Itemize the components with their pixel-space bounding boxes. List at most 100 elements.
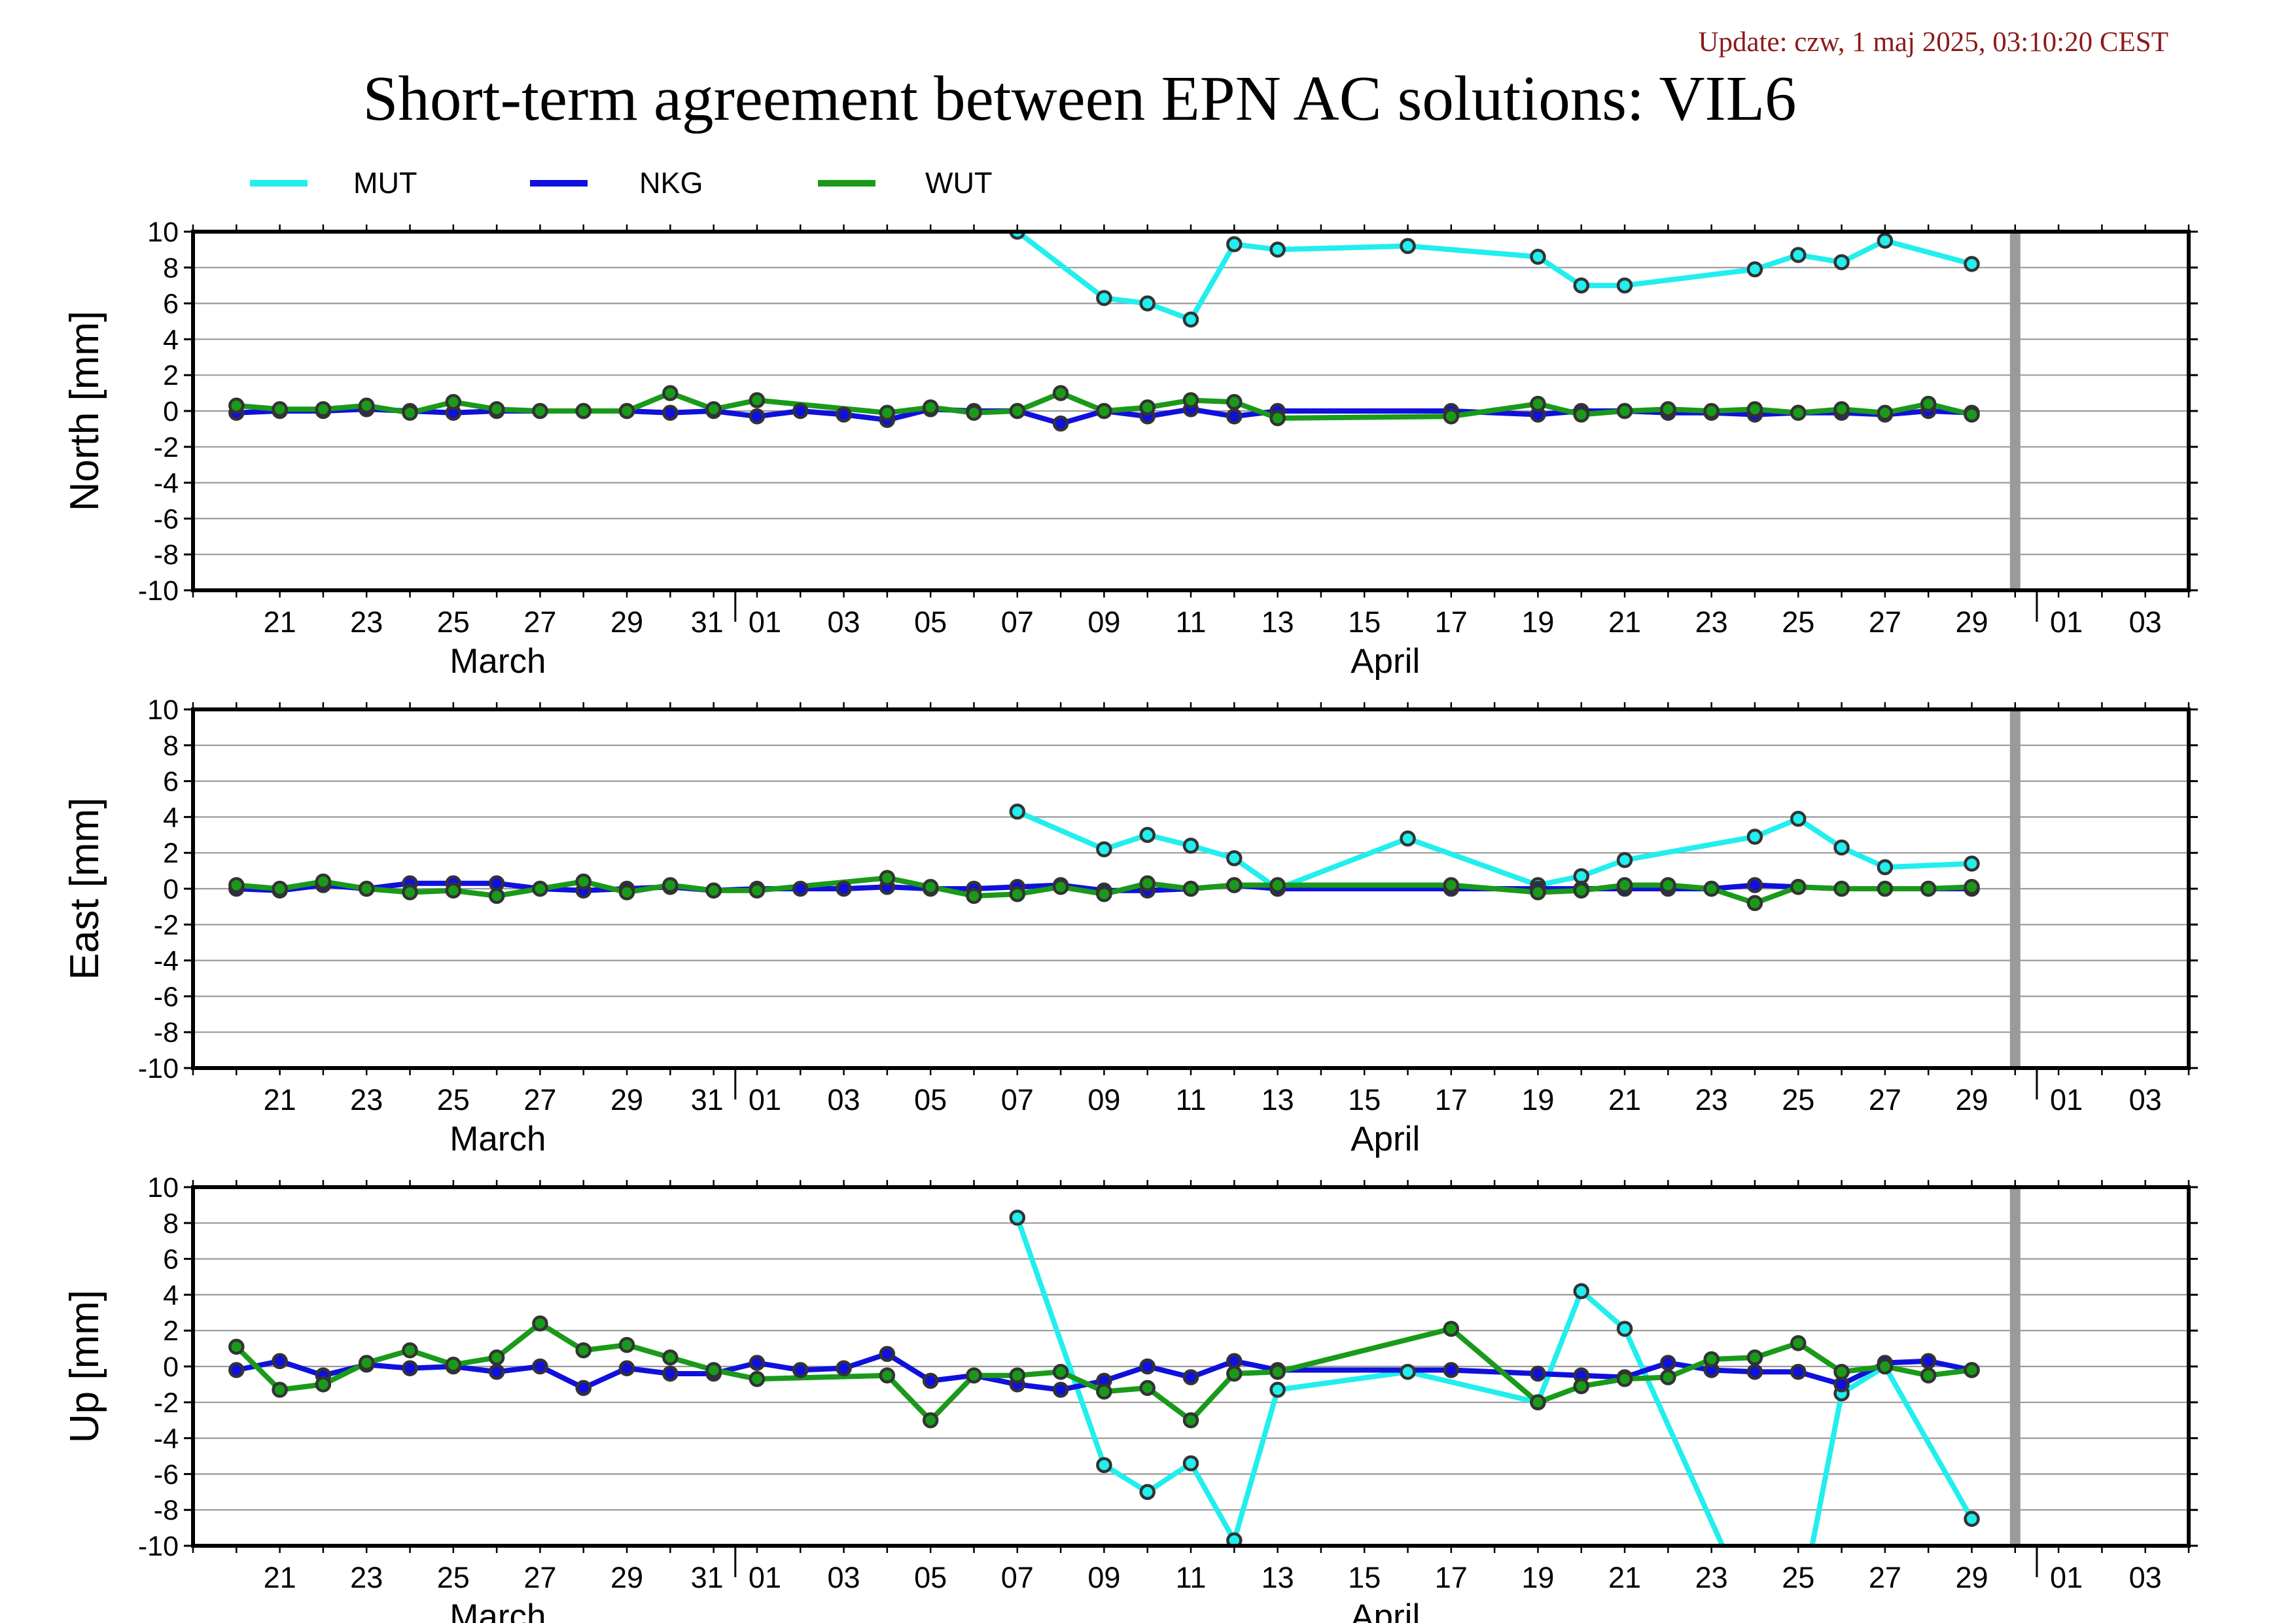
x-tick-label: 25 [1782,1083,1814,1116]
y-tick-label: -8 [154,539,179,571]
data-point-mut [1573,1283,1589,1300]
x-tick-label: 25 [1782,605,1814,639]
x-tick-label: 29 [610,605,643,639]
legend-label-wut: WUT [925,166,992,200]
data-point-wut [488,401,505,418]
data-point-wut [879,1367,896,1383]
data-point-wut [1920,1367,1937,1383]
plot-frame [191,707,2191,1070]
data-point-wut [1790,404,1807,421]
x-tick-label: 21 [1608,605,1641,639]
data-point-wut [228,1338,245,1355]
x-tick-label: 09 [1087,605,1120,639]
data-point-wut [1833,880,1850,897]
x-tick-label: 11 [1176,1083,1207,1116]
y-tick-label: -10 [138,1531,179,1562]
data-point-wut [1746,895,1763,912]
x-tick-label: 19 [1521,1561,1554,1594]
y-tick-label: 6 [163,1244,179,1275]
y-tick-label: -10 [138,575,179,607]
data-point-wut [966,404,982,421]
data-point-wut [1920,880,1937,897]
data-point-wut [1182,1412,1199,1429]
x-tick-label: 05 [914,1561,947,1594]
data-point-nkg [272,1353,288,1370]
data-point-mut [1833,839,1850,856]
data-point-nkg [1052,1382,1069,1398]
y-tick-label: 4 [163,802,179,833]
data-point-wut [1269,410,1286,427]
x-tick-label: 29 [1955,605,1988,639]
x-tick-label: 13 [1262,1561,1294,1594]
data-point-mut [1139,1484,1156,1501]
data-point-wut [1052,385,1069,401]
data-point-mut [1226,1532,1243,1546]
data-point-wut [575,1342,592,1359]
y-tick-label: -4 [154,946,179,977]
x-tick-label: 25 [437,1561,470,1594]
data-point-nkg [836,1360,852,1376]
legend-label-nkg: NKG [639,166,703,200]
data-point-wut [749,392,766,408]
data-point-wut [1746,1349,1763,1366]
y-tick-label: -8 [154,1017,179,1048]
data-point-wut [966,887,982,904]
x-tick-label: 03 [2129,1561,2162,1594]
data-point-mut [1269,241,1286,258]
x-tick-label: 03 [828,1561,860,1594]
update-timestamp: Update: czw, 1 maj 2025, 03:10:20 CEST [1698,27,2168,58]
month-label: March [450,642,546,681]
data-point-wut [1096,402,1112,419]
data-point-wut [1226,1365,1243,1382]
data-point-nkg [792,1362,809,1378]
data-point-wut [879,870,896,886]
x-tick-label: 11 [1176,605,1207,639]
data-point-wut [1616,1370,1633,1387]
series-line-mut [1016,232,1973,323]
data-point-wut [1877,880,1894,897]
data-point-mut [1400,830,1416,847]
data-point-wut [1616,877,1633,893]
data-point-wut [1964,406,1980,423]
data-point-mut [1182,837,1199,854]
y-tick-label: -2 [154,432,179,463]
y-tick-label: -2 [154,910,179,941]
x-tick-label: 01 [749,1561,781,1594]
y-tick-label: -8 [154,1495,179,1526]
x-tick-label: 17 [1435,605,1468,639]
x-tick-label: 15 [1348,1083,1381,1116]
data-point-wut [402,404,418,421]
data-point-wut [402,884,418,901]
x-tick-label: 03 [828,605,860,639]
y-tick-label: 8 [163,1208,179,1240]
plot-area [228,232,1980,432]
data-point-wut [1703,402,1720,419]
month-label: April [1351,1120,1420,1158]
data-point-mut [1616,851,1633,868]
x-tick-label: 21 [264,1561,296,1594]
x-tick-label: 21 [264,605,296,639]
data-point-wut [358,1355,375,1371]
data-point-wut [402,1342,418,1359]
data-point-wut [315,1376,332,1393]
x-tick-label: 27 [523,1561,556,1594]
y-tick-label: -6 [154,981,179,1012]
y-tick-label: 0 [163,1351,179,1383]
data-point-wut [618,1336,635,1353]
x-tick-label: 11 [1176,1561,1207,1594]
data-point-wut [1443,1321,1460,1337]
data-point-wut [1226,394,1243,410]
data-point-wut [966,1367,982,1383]
x-tick-label: 29 [610,1083,643,1116]
data-point-wut [1226,877,1243,893]
data-point-wut [1964,1362,1980,1378]
y-tick-label: 4 [163,1279,179,1311]
data-point-wut [1443,877,1460,893]
data-point-nkg [1660,1355,1676,1371]
data-point-wut [358,397,375,414]
x-tick-label: 29 [1955,1561,1988,1594]
y-tick-label: 6 [163,289,179,320]
data-point-wut [749,882,766,899]
x-tick-label: 21 [1608,1561,1641,1594]
